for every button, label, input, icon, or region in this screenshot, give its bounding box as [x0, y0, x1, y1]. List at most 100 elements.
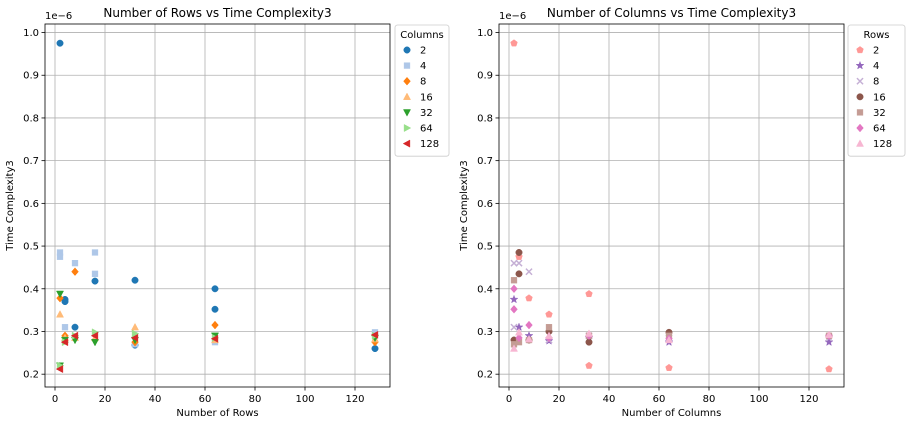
x-tick-label: 40: [603, 394, 616, 405]
legend: Rows 2 4 8 16 32 64 128: [847, 24, 906, 157]
plot-frame: [44, 23, 391, 388]
chart-title: Number of Columns vs Time Complexity3: [547, 6, 796, 20]
legend-box: [394, 24, 450, 157]
data-point: [56, 310, 64, 318]
y-tick-label: 0.3: [23, 327, 39, 338]
x-tick-label: 80: [703, 394, 716, 405]
legend-entry-label: 32: [420, 108, 433, 119]
x-tick-label: 0: [506, 394, 512, 405]
legend-marker: [403, 92, 411, 100]
data-point: [665, 363, 673, 371]
data-point: [510, 39, 518, 47]
data-points: [55, 39, 380, 374]
data-point: [211, 285, 219, 293]
data-point: [56, 290, 64, 299]
y-tick-label: 0.2: [477, 370, 493, 381]
data-point: [71, 267, 79, 276]
data-point: [61, 298, 69, 306]
legend-entry-label: 32: [873, 108, 886, 119]
data-point: [71, 323, 79, 331]
data-point: [545, 310, 553, 318]
data-point: [510, 277, 518, 284]
y-tick-label: 0.5: [23, 242, 39, 253]
y-tick-label: 0.4: [477, 284, 493, 295]
data-point: [525, 294, 533, 302]
data-point: [515, 270, 523, 278]
data-point: [131, 276, 139, 284]
y-axis-label: Time Complexity3: [5, 160, 16, 252]
data-point: [525, 334, 533, 343]
legend-entry-label: 8: [873, 77, 879, 88]
legend-entry-label: 4: [873, 61, 879, 72]
data-point: [509, 294, 519, 304]
data-point: [55, 365, 64, 374]
legend-marker: [856, 109, 864, 116]
data-point: [825, 330, 833, 339]
y-tick-label: 0.7: [23, 156, 39, 167]
legend-entry-label: 2: [420, 46, 426, 57]
y-tick-label: 0.3: [477, 327, 493, 338]
x-tick-label: 100: [749, 394, 768, 405]
legend-marker: [403, 62, 411, 69]
y-tick-label: 1.0: [477, 28, 493, 39]
data-point: [56, 39, 64, 47]
y-tick-label: 0.6: [23, 199, 39, 210]
data-point: [525, 320, 533, 330]
x-tick-label: 60: [653, 394, 666, 405]
offset-label: 1e−6: [45, 11, 72, 22]
data-point: [665, 335, 673, 344]
y-tick-label: 0.9: [477, 71, 493, 82]
legend-entry-label: 64: [873, 124, 886, 135]
legend-marker: [403, 76, 411, 86]
data-point: [70, 331, 79, 340]
data-point: [130, 333, 139, 342]
legend-marker: [856, 77, 864, 85]
legend-entry-label: 4: [420, 61, 426, 72]
legend-title: Columns: [400, 30, 444, 41]
data-point: [60, 338, 69, 347]
data-point: [56, 293, 64, 303]
x-tick-label: 40: [149, 394, 162, 405]
data-point: [825, 365, 833, 373]
data-point: [545, 324, 553, 331]
x-tick-label: 80: [249, 394, 262, 405]
legend: Columns 2 4 8 16 32 64 128: [394, 24, 450, 157]
y-tick-label: 0.5: [477, 242, 493, 253]
data-points: [509, 39, 834, 373]
x-tick-label: 20: [99, 394, 112, 405]
data-point: [585, 361, 593, 369]
data-point: [515, 328, 523, 336]
plot-frame: [498, 23, 845, 388]
data-point: [370, 330, 379, 339]
legend-marker: [403, 124, 412, 132]
data-point: [91, 277, 99, 285]
x-axis-label: Number of Columns: [622, 408, 722, 419]
y-tick-label: 0.6: [477, 199, 493, 210]
data-point: [585, 329, 593, 337]
data-point: [211, 320, 219, 330]
x-axis-label: Number of Rows: [176, 408, 258, 419]
y-tick-label: 0.4: [23, 284, 39, 295]
legend-marker: [856, 123, 864, 133]
data-point: [585, 290, 593, 298]
chart-title: Number of Rows vs Time Complexity3: [103, 6, 331, 20]
data-point: [91, 339, 99, 347]
data-point: [545, 331, 553, 339]
legend-marker: [856, 46, 864, 54]
x-tick-label: 60: [199, 394, 212, 405]
data-point: [71, 260, 79, 267]
data-point: [211, 305, 219, 313]
x-tick-label: 20: [553, 394, 566, 405]
data-point: [510, 323, 518, 331]
chart-1: 0 20 40 60 80 100 120 0.2 0.3 0.4 0.5 0.6 0.7 0.8 0.9 1…: [5, 6, 450, 419]
legend-marker: [403, 46, 411, 54]
data-point: [515, 333, 523, 343]
legend-entry-label: 16: [873, 92, 886, 103]
x-tick-label: 100: [295, 394, 314, 405]
data-point: [515, 248, 523, 256]
x-tick-label: 120: [345, 394, 364, 405]
legend-entry-label: 2: [873, 46, 879, 57]
data-point: [510, 344, 518, 352]
legend-marker: [856, 93, 864, 101]
